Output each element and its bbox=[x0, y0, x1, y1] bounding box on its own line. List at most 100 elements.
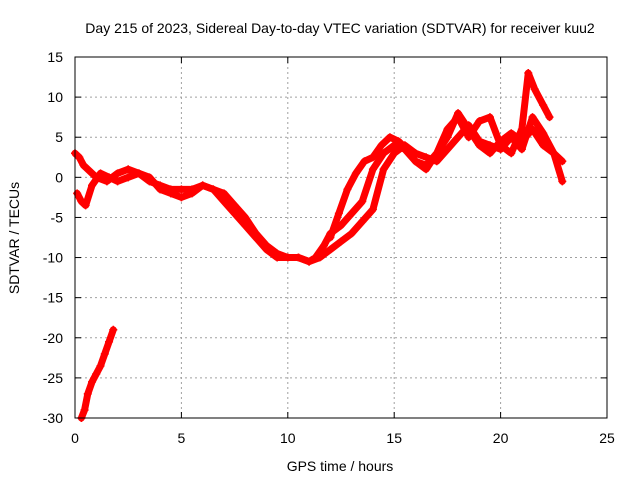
data-point bbox=[443, 125, 452, 134]
y-tick-label: 15 bbox=[47, 49, 63, 65]
data-point bbox=[80, 405, 89, 414]
data-point bbox=[539, 129, 548, 138]
data-point bbox=[454, 113, 463, 122]
chart-title: Day 215 of 2023, Sidereal Day-to-day VTE… bbox=[85, 20, 595, 36]
data-point bbox=[351, 169, 360, 178]
data-point bbox=[545, 113, 554, 122]
data-point bbox=[241, 213, 250, 222]
data-point bbox=[390, 149, 399, 158]
data-point bbox=[75, 153, 84, 162]
data-point bbox=[156, 185, 165, 194]
data-point bbox=[485, 149, 494, 158]
data-point bbox=[558, 177, 567, 186]
x-axis-label: GPS time / hours bbox=[287, 458, 394, 474]
data-point bbox=[385, 133, 394, 142]
series-trace bbox=[71, 109, 566, 266]
data-point bbox=[377, 141, 386, 150]
data-point bbox=[251, 229, 260, 238]
data-point bbox=[347, 229, 356, 238]
data-point bbox=[209, 185, 218, 194]
data-point bbox=[517, 145, 526, 154]
data-point bbox=[124, 165, 133, 174]
data-point bbox=[475, 137, 484, 146]
x-tick-label: 5 bbox=[178, 430, 186, 446]
y-tick-label: -10 bbox=[43, 250, 63, 266]
data-point bbox=[109, 325, 118, 334]
data-point bbox=[334, 209, 343, 218]
data-point bbox=[524, 69, 533, 78]
data-point bbox=[454, 133, 463, 142]
data-point bbox=[360, 157, 369, 166]
series-trace bbox=[73, 113, 566, 266]
y-tick-label: -15 bbox=[43, 290, 63, 306]
data-point bbox=[283, 253, 292, 262]
data-point bbox=[337, 237, 345, 246]
data-point bbox=[177, 185, 186, 194]
data-point bbox=[83, 389, 92, 398]
data-point bbox=[507, 149, 516, 158]
data-point bbox=[96, 169, 105, 178]
series-upper-spikes bbox=[326, 69, 554, 242]
data-point bbox=[475, 117, 484, 126]
data-point bbox=[422, 153, 431, 162]
data-point bbox=[402, 145, 411, 154]
data-point bbox=[496, 141, 505, 150]
data-point bbox=[166, 189, 175, 198]
x-tick-label: 0 bbox=[71, 430, 79, 446]
data-point bbox=[464, 133, 473, 142]
data-point bbox=[379, 149, 388, 158]
data-point bbox=[485, 141, 494, 150]
data-point bbox=[326, 245, 335, 254]
data-point bbox=[507, 133, 516, 142]
data-point bbox=[358, 197, 367, 206]
data-point bbox=[319, 241, 328, 250]
data-point bbox=[326, 233, 335, 242]
y-tick-label: -20 bbox=[43, 330, 63, 346]
data-point bbox=[347, 209, 356, 218]
data-point bbox=[124, 173, 133, 182]
data-point bbox=[219, 189, 228, 198]
y-tick-label: -30 bbox=[43, 410, 63, 426]
data-point bbox=[73, 189, 82, 198]
data-point bbox=[77, 197, 86, 206]
data-points bbox=[71, 69, 567, 422]
data-point bbox=[443, 145, 452, 154]
x-tick-label: 20 bbox=[493, 430, 509, 446]
data-point bbox=[394, 137, 403, 146]
data-point bbox=[113, 177, 122, 186]
data-point bbox=[432, 149, 441, 158]
data-point bbox=[368, 165, 377, 174]
data-point bbox=[262, 241, 271, 250]
data-point bbox=[528, 113, 537, 122]
data-point bbox=[517, 125, 526, 134]
y-tick-label: 0 bbox=[55, 169, 63, 185]
data-point bbox=[83, 165, 92, 174]
series-main-track-b bbox=[73, 113, 567, 266]
data-point bbox=[198, 181, 207, 190]
data-point bbox=[88, 169, 97, 178]
data-point bbox=[368, 205, 377, 214]
y-axis-label: SDTVAR / TECUs bbox=[6, 182, 22, 294]
plot-frame bbox=[74, 56, 608, 419]
data-point bbox=[337, 221, 345, 230]
data-point bbox=[92, 369, 101, 378]
series-early-negative bbox=[77, 325, 118, 422]
data-point bbox=[177, 193, 186, 202]
data-point bbox=[273, 249, 282, 258]
data-point bbox=[96, 361, 105, 370]
data-point bbox=[105, 173, 114, 182]
data-point bbox=[88, 181, 97, 190]
data-point bbox=[379, 165, 388, 174]
y-tick-label: -5 bbox=[51, 209, 64, 225]
data-point bbox=[134, 169, 143, 178]
data-point bbox=[100, 349, 109, 358]
y-tick-label: 10 bbox=[47, 89, 63, 105]
y-tick-label: -25 bbox=[43, 370, 63, 386]
data-point bbox=[79, 161, 88, 170]
axis-ticks: 0 5 10 15 20 25 15 10 5 0 -5 -10 -15 -20 -25 -30 bbox=[43, 49, 615, 446]
data-point bbox=[188, 189, 197, 198]
data-point bbox=[305, 257, 314, 266]
data-point bbox=[81, 201, 90, 210]
data-point bbox=[230, 201, 239, 210]
